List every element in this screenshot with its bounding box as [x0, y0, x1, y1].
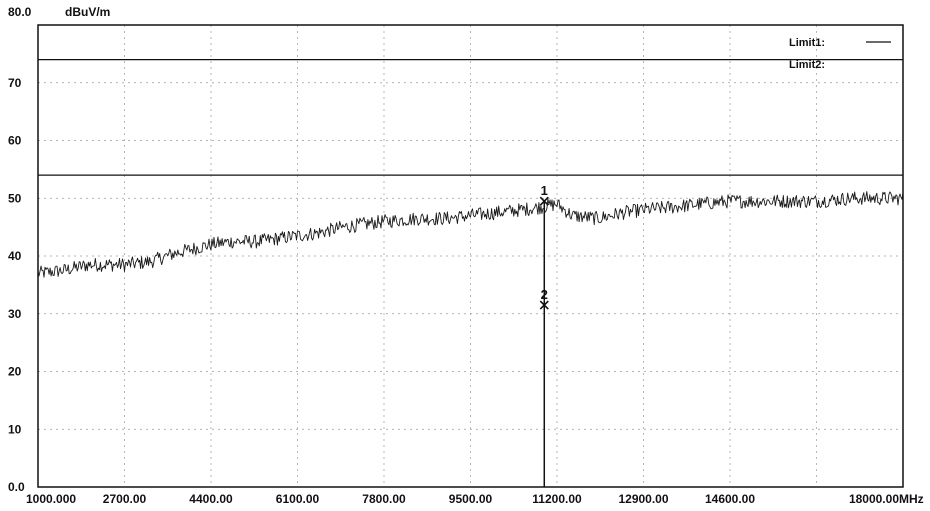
- x-tick-label: 1000.000: [26, 492, 76, 506]
- x-tick-label: 4400.00: [189, 492, 233, 506]
- x-tick-label: 14600.00: [705, 492, 755, 506]
- x-tick-label: 11200.00: [532, 492, 582, 506]
- y-tick-label: 30: [8, 307, 22, 321]
- marker-group: 12: [539, 183, 549, 487]
- y-tick-label: 40: [8, 249, 22, 263]
- plot-frame: [37, 24, 904, 488]
- limit-lines: [38, 59, 903, 176]
- x-tick-label: 2700.00: [103, 492, 147, 506]
- x-unit-label: MHz: [899, 492, 924, 506]
- marker-label: 1: [541, 183, 548, 198]
- y-tick-label: 60: [8, 134, 22, 148]
- x-tick-label: 6100.00: [276, 492, 320, 506]
- y-tick-label: 50: [8, 191, 22, 205]
- x-tick-label: 9500.00: [449, 492, 493, 506]
- x-axis-labels: 1000.000 2700.00 4400.00 6100.00 7800.00 9500…: [26, 492, 899, 506]
- y-axis-labels: 80.0 70 60 50 40 30 20 10 0.0: [8, 5, 32, 494]
- measurement-trace: [37, 191, 904, 278]
- x-tick-label: 7800.00: [362, 492, 406, 506]
- y-tick-label: 0.0: [8, 480, 25, 494]
- y-tick-label: 10: [8, 422, 22, 436]
- legend-label: Limit1:: [789, 37, 825, 49]
- marker-label: 2: [541, 287, 548, 302]
- x-tick-label: 12900.00: [618, 492, 668, 506]
- grid-lines: [38, 25, 903, 487]
- legend-label: Limit2:: [789, 59, 825, 71]
- y-tick-label: 20: [8, 365, 22, 379]
- marker-x-icon: [539, 196, 549, 206]
- x-tick-label: 18000.00: [849, 492, 899, 506]
- marker-x-icon: [539, 300, 549, 310]
- y-unit-label: dBuV/m: [65, 5, 110, 19]
- legend: Limit1: Limit2:: [789, 37, 891, 71]
- y-tick-label: 80.0: [8, 5, 32, 19]
- y-tick-label: 70: [8, 76, 22, 90]
